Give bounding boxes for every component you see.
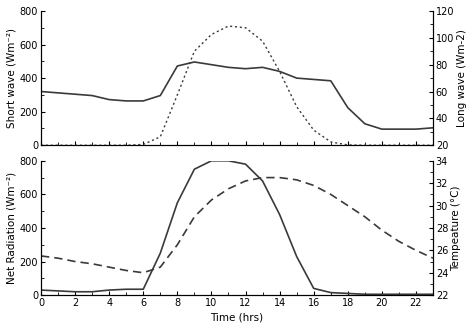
Y-axis label: Short wave (Wm⁻²): Short wave (Wm⁻²) <box>7 28 17 128</box>
Y-axis label: Net Radiation (Wm⁻²): Net Radiation (Wm⁻²) <box>7 172 17 284</box>
Y-axis label: Long wave (Wm-2): Long wave (Wm-2) <box>457 29 467 127</box>
Y-axis label: Tempeature (°C): Tempeature (°C) <box>451 185 461 271</box>
X-axis label: Time (hrs): Time (hrs) <box>210 312 264 322</box>
